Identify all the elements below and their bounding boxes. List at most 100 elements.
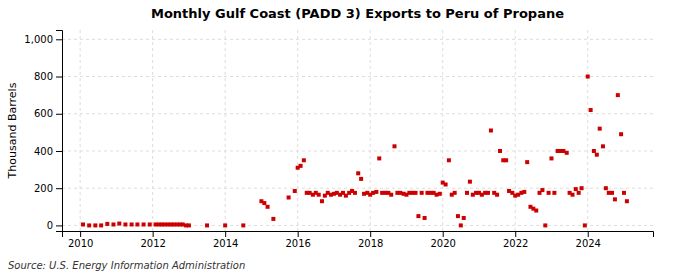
grid-line — [370, 30, 371, 231]
point — [549, 156, 553, 160]
point — [592, 149, 596, 153]
tick-mark — [80, 231, 81, 237]
point — [271, 217, 275, 221]
points — [81, 75, 629, 228]
point — [465, 191, 469, 195]
point — [105, 222, 109, 226]
point — [377, 156, 381, 160]
point — [577, 191, 581, 195]
tick-label: 2012 — [140, 238, 165, 249]
plot: 2010201220142016201820202022202402004006… — [24, 30, 653, 249]
tick: 2012 — [140, 231, 165, 249]
point — [610, 191, 614, 195]
point — [574, 187, 578, 191]
title: Monthly Gulf Coast (PADD 3) Exports to P… — [151, 6, 564, 21]
point — [130, 222, 134, 226]
tick-mark — [56, 225, 62, 226]
tick-mark — [443, 231, 444, 237]
point — [302, 158, 306, 162]
point — [601, 144, 605, 148]
axis-line — [63, 232, 654, 238]
point — [148, 222, 152, 226]
point — [414, 191, 418, 195]
point — [598, 127, 602, 131]
tick-mark — [370, 231, 371, 237]
tick-mark — [56, 39, 62, 40]
point — [447, 158, 451, 162]
point — [604, 186, 608, 190]
point — [438, 192, 442, 196]
point — [223, 223, 227, 227]
tick-label: 2020 — [430, 238, 455, 249]
point — [495, 193, 499, 197]
grid-line — [80, 30, 81, 231]
point — [123, 222, 127, 226]
tick: 2024 — [576, 231, 601, 249]
tick: 2016 — [285, 231, 310, 249]
point — [87, 223, 91, 227]
grid-line — [62, 188, 653, 189]
y-axis-title: Thousand Barrels — [6, 82, 19, 179]
point — [619, 132, 623, 136]
tick-mark — [588, 231, 589, 237]
tick-label: 800 — [34, 71, 53, 82]
point — [622, 191, 626, 195]
point — [299, 164, 303, 168]
point — [625, 199, 629, 203]
source: Source: U.S. Energy Information Administ… — [8, 260, 245, 271]
tick: 600 — [34, 108, 62, 119]
tick-mark — [515, 231, 516, 237]
tick-label: 400 — [34, 146, 53, 157]
tick: 2010 — [68, 231, 93, 249]
grid-line — [62, 76, 653, 77]
point — [187, 223, 191, 227]
tick-label: 0 — [47, 220, 53, 231]
grid-line — [62, 39, 653, 40]
point — [498, 149, 502, 153]
tick: 2018 — [358, 231, 383, 249]
point — [444, 182, 448, 186]
point — [540, 188, 544, 192]
point — [552, 191, 556, 195]
chart: 2010201220142016201820202022202402004006… — [0, 0, 675, 275]
point — [142, 222, 146, 226]
tick: 0 — [47, 220, 62, 231]
grid-line — [515, 30, 516, 231]
point — [266, 205, 270, 209]
point — [241, 223, 245, 227]
y-axis: 0 200 400 600 800 1,000 — [24, 31, 62, 232]
grid-line — [442, 30, 443, 231]
point — [117, 222, 121, 226]
tick-label: 2010 — [68, 238, 93, 249]
point — [205, 223, 209, 227]
tick: 1,000 — [24, 34, 62, 45]
point — [522, 190, 526, 194]
point — [423, 216, 427, 220]
tick-mark — [56, 77, 62, 78]
point — [453, 191, 457, 195]
point — [459, 223, 463, 227]
point — [468, 180, 472, 184]
tick-label: 1,000 — [24, 34, 53, 45]
point — [111, 222, 115, 226]
grid-line — [225, 30, 226, 231]
x-axis: 20102012201420162018202020222024 — [63, 231, 654, 249]
grid-line — [62, 113, 653, 114]
point — [547, 191, 551, 195]
point — [565, 151, 569, 155]
point — [99, 223, 103, 227]
point — [262, 201, 266, 205]
point — [525, 160, 529, 164]
point — [317, 193, 321, 197]
point — [287, 196, 291, 200]
tick: 800 — [34, 71, 62, 82]
tick-label: 200 — [34, 183, 53, 194]
tick: 2014 — [213, 231, 238, 249]
tick-label: 2018 — [358, 238, 383, 249]
tick-label: 600 — [34, 108, 53, 119]
tick-mark — [56, 151, 62, 152]
point — [543, 223, 547, 227]
point — [389, 193, 393, 197]
grid-line — [587, 30, 588, 231]
point — [616, 93, 620, 97]
